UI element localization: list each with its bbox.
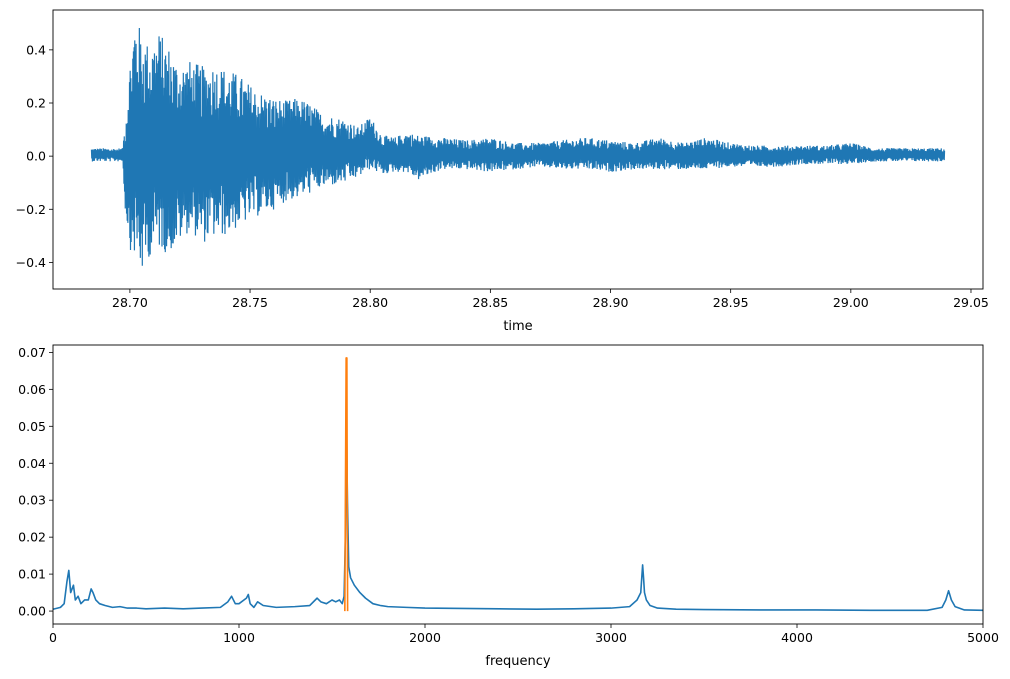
time-plot-frame <box>52 9 984 290</box>
y-tick-label: 0.03 <box>18 493 46 508</box>
waveform-series <box>90 27 946 266</box>
x-tick-label: 4000 <box>781 630 813 645</box>
y-tick-label: 0.01 <box>18 567 46 582</box>
frequency-x-axis-label: frequency <box>485 654 551 669</box>
x-tick-label: 28.75 <box>232 295 268 310</box>
x-tick-label: 28.90 <box>593 295 629 310</box>
x-tick-label: 1000 <box>223 630 255 645</box>
y-tick-label: 0.0 <box>26 149 46 164</box>
frequency-plot-frame <box>52 344 984 625</box>
y-tick-label: 0.4 <box>26 42 46 57</box>
spectrum-series <box>52 357 984 612</box>
x-tick-label: 29.00 <box>833 295 869 310</box>
time-plot: 28.70 28.75 28.80 28.85 28.90 28.95 29.00 29.05… <box>16 9 989 334</box>
x-tick-label: 3000 <box>595 630 627 645</box>
frequency-x-ticks: 0 1000 2000 3000 4000 5000 <box>49 624 999 645</box>
y-tick-label: 0.2 <box>26 96 46 111</box>
time-y-ticks: −0.4 −0.2 0.0 0.2 0.4 <box>16 42 53 270</box>
y-tick-label: 0.04 <box>18 456 46 471</box>
x-tick-label: 28.85 <box>472 295 508 310</box>
y-tick-label: 0.06 <box>18 382 46 397</box>
y-tick-label: 0.02 <box>18 530 46 545</box>
x-tick-label: 29.05 <box>953 295 989 310</box>
waveform-line <box>90 27 946 266</box>
x-tick-label: 28.95 <box>713 295 749 310</box>
y-tick-label: −0.2 <box>16 202 46 217</box>
x-tick-label: 28.70 <box>112 295 148 310</box>
x-tick-label: 2000 <box>409 630 441 645</box>
x-tick-label: 5000 <box>967 630 999 645</box>
y-tick-label: 0.05 <box>18 419 46 434</box>
y-tick-label: 0.00 <box>18 604 46 619</box>
y-tick-label: 0.07 <box>18 345 46 360</box>
time-x-ticks: 28.70 28.75 28.80 28.85 28.90 28.95 29.00 29.05 <box>112 289 989 310</box>
frequency-plot: 0 1000 2000 3000 4000 5000 0.000.010.020.030.… <box>18 344 999 669</box>
x-tick-label: 0 <box>49 630 57 645</box>
x-tick-label: 28.80 <box>352 295 388 310</box>
spectrum-line <box>52 425 984 612</box>
peak-highlight-line <box>344 357 349 612</box>
y-tick-label: −0.4 <box>16 255 46 270</box>
frequency-y-ticks: 0.00 0.01 0.02 0.03 0.04 0.05 0.06 0.07 <box>18 345 53 619</box>
time-x-axis-label: time <box>503 319 532 334</box>
